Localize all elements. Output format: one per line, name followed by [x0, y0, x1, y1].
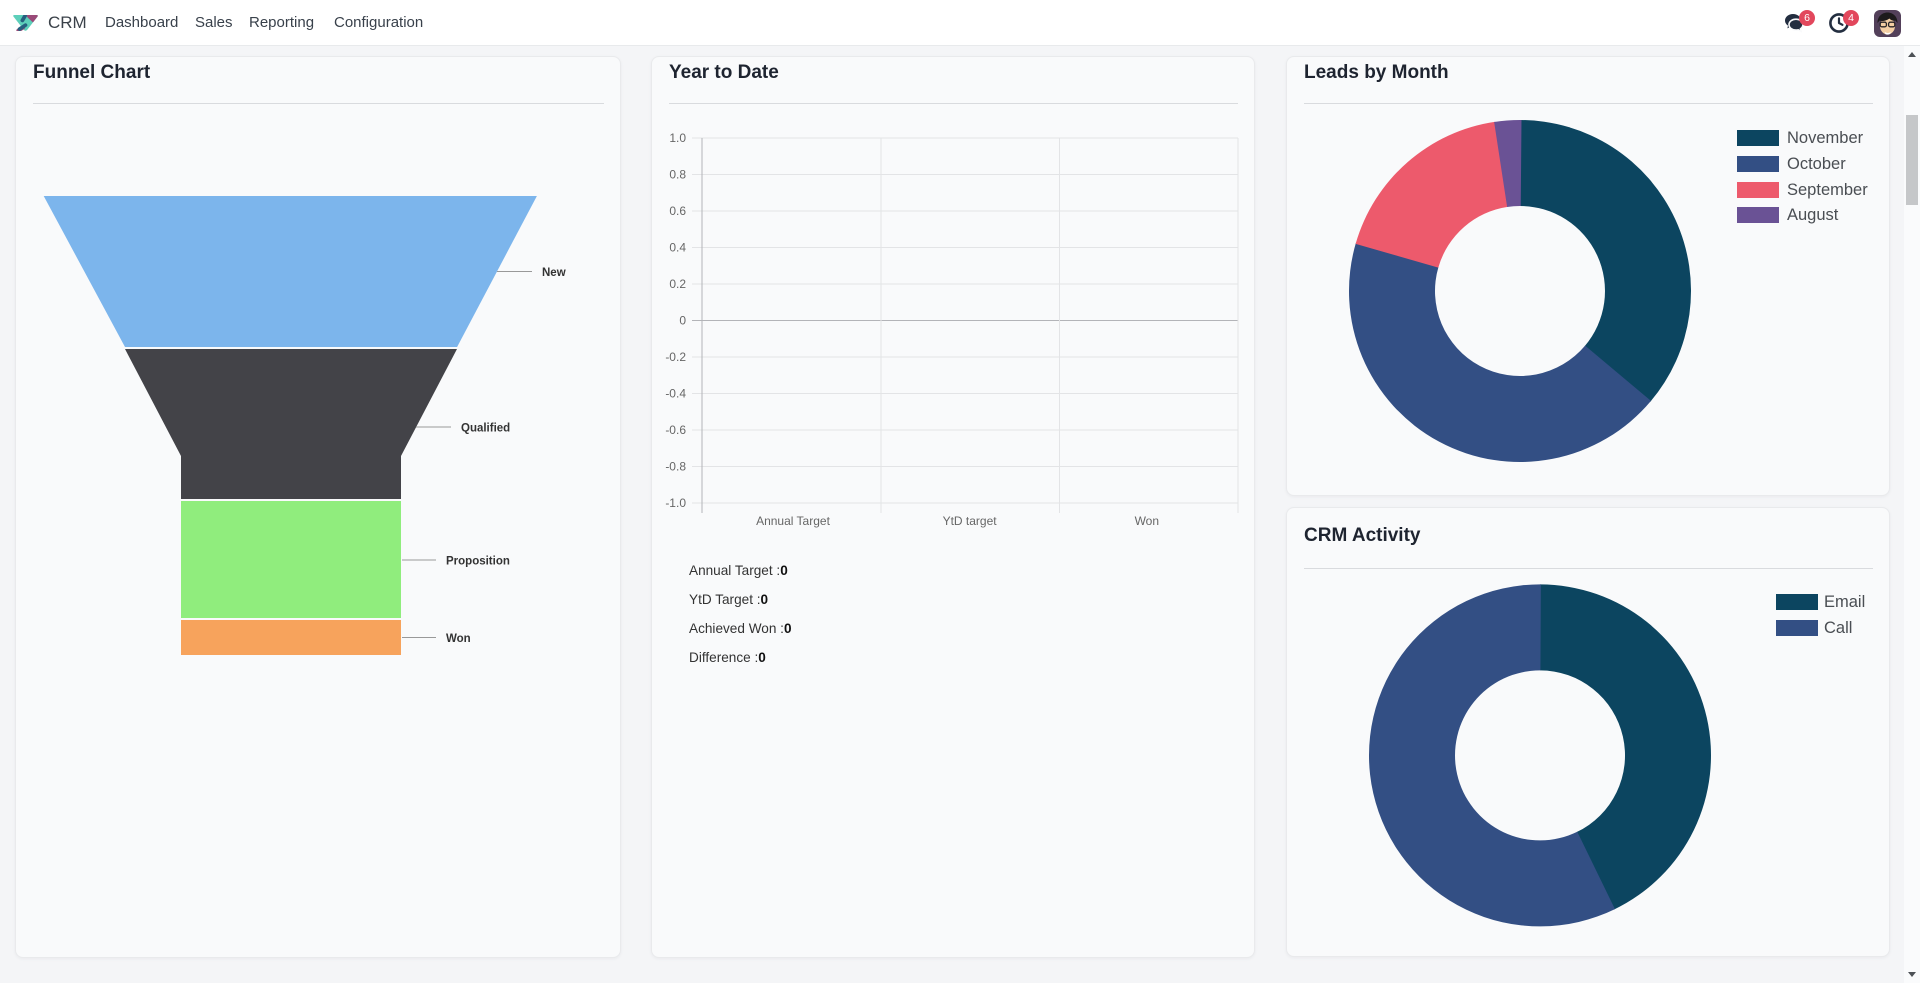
svg-text:-0.6: -0.6 [665, 423, 686, 437]
svg-text:YtD target: YtD target [943, 514, 998, 528]
svg-text:Won: Won [446, 633, 471, 645]
svg-text:Won: Won [1135, 514, 1159, 528]
svg-text:-1.0: -1.0 [665, 496, 686, 510]
svg-text:Annual Target: Annual Target [756, 514, 831, 528]
svg-text:-0.4: -0.4 [665, 387, 686, 401]
svg-text:0.8: 0.8 [669, 168, 686, 182]
svg-text:Qualified: Qualified [461, 423, 510, 435]
svg-text:1.0: 1.0 [669, 131, 686, 145]
svg-text:0.6: 0.6 [669, 204, 686, 218]
svg-text:0: 0 [679, 314, 686, 328]
svg-text:-0.2: -0.2 [665, 350, 686, 364]
svg-text:New: New [542, 267, 566, 279]
svg-text:0.2: 0.2 [669, 277, 686, 291]
svg-text:-0.8: -0.8 [665, 460, 686, 474]
svg-text:0.4: 0.4 [669, 241, 686, 255]
svg-text:Proposition: Proposition [446, 556, 510, 568]
